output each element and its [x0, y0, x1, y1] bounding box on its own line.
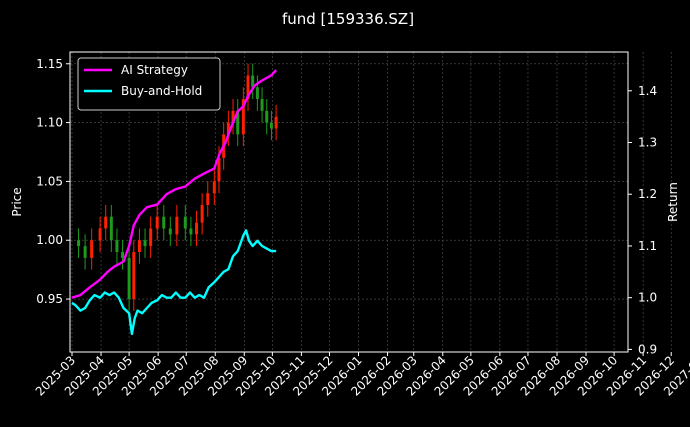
candle-body	[236, 110, 240, 135]
candle-body	[241, 99, 245, 135]
candle-body	[274, 116, 278, 129]
legend-label: Buy-and-Hold	[121, 84, 202, 98]
candle-body	[90, 240, 94, 258]
candle-body	[149, 228, 153, 247]
right-tick-label: 1.1	[638, 239, 657, 253]
candle-body	[115, 240, 119, 252]
series-line-ai-strategy	[71, 69, 277, 299]
candle-body	[162, 216, 166, 229]
right-tick-label: 1.4	[638, 84, 657, 98]
right-tick-label: 1.0	[638, 291, 657, 305]
right-tick-label: 1.3	[638, 136, 657, 150]
candle-body	[98, 228, 102, 241]
chart-title: fund [159336.SZ]	[282, 10, 414, 28]
candle-body	[83, 246, 87, 258]
candle-body	[206, 193, 210, 205]
plot-frame	[69, 51, 629, 353]
candle-body	[104, 216, 108, 229]
candle-body	[246, 75, 250, 100]
candle-body	[251, 75, 255, 88]
right-axis: 0.9 1.0 1.1 1.2 1.3 1.4	[628, 84, 657, 356]
candle-body	[226, 122, 230, 135]
candle-body	[168, 228, 172, 235]
left-tick-label: 1.05	[36, 174, 63, 188]
left-axis: 0.95 1.00 1.05 1.10 1.15	[36, 57, 70, 306]
candle-body	[109, 216, 113, 241]
y-axis-left-title: Price	[10, 187, 24, 216]
candle-body	[265, 110, 269, 123]
legend-label: AI Strategy	[121, 63, 188, 77]
candle-body	[217, 157, 221, 182]
candle-body	[132, 252, 136, 300]
candle-body	[183, 216, 187, 229]
legend: AI Strategy Buy-and-Hold	[77, 57, 221, 111]
candle-body	[121, 252, 125, 258]
legend-box	[77, 57, 221, 111]
candle-body	[137, 240, 141, 252]
candle-body	[77, 240, 81, 247]
candle-body	[212, 181, 216, 194]
candle-body	[155, 216, 159, 229]
left-tick-label: 1.15	[36, 57, 63, 71]
series-line-buy-and-hold	[71, 229, 277, 336]
candle-body	[269, 122, 273, 129]
candle-body	[127, 257, 131, 300]
left-tick-label: 0.95	[36, 292, 63, 306]
x-axis: 2025-032025-042025-052025-062025-072025-…	[33, 352, 690, 399]
candle-body	[175, 216, 179, 235]
grid-layer	[70, 52, 672, 352]
left-tick-label: 1.10	[36, 116, 63, 130]
right-tick-label: 1.2	[638, 187, 657, 201]
right-tick-label: 0.9	[638, 342, 657, 356]
y-axis-right-title: Return	[666, 182, 680, 222]
candle-body	[260, 99, 264, 111]
candle-body	[255, 87, 259, 100]
candle-body	[189, 228, 193, 235]
candle-body	[231, 110, 235, 123]
candle-body	[143, 240, 147, 247]
candle-body	[200, 204, 204, 223]
series-layer	[71, 63, 278, 336]
candle-body	[195, 222, 199, 235]
left-tick-label: 1.00	[36, 233, 63, 247]
